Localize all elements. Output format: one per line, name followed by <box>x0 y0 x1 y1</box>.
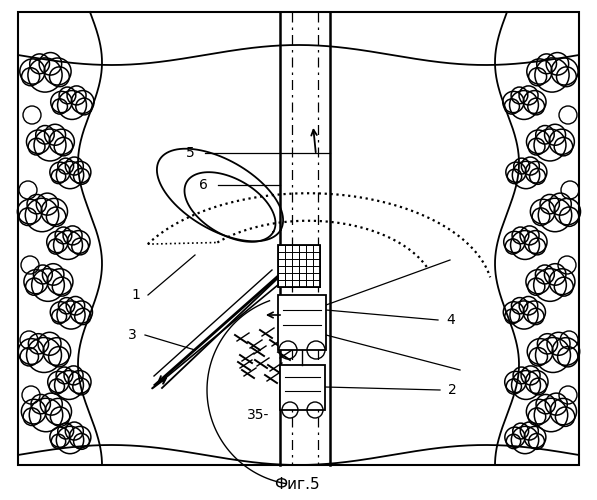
Text: 6: 6 <box>199 178 208 192</box>
Text: 2: 2 <box>448 383 457 397</box>
Bar <box>278 295 326 350</box>
Text: 3: 3 <box>128 328 137 342</box>
Text: 5: 5 <box>186 146 195 160</box>
Text: 35-: 35- <box>247 408 269 422</box>
Bar <box>278 245 320 287</box>
Text: 4: 4 <box>446 313 455 327</box>
Text: Фиг.5: Фиг.5 <box>274 477 320 492</box>
Text: 1: 1 <box>131 288 140 302</box>
Bar <box>280 365 325 410</box>
